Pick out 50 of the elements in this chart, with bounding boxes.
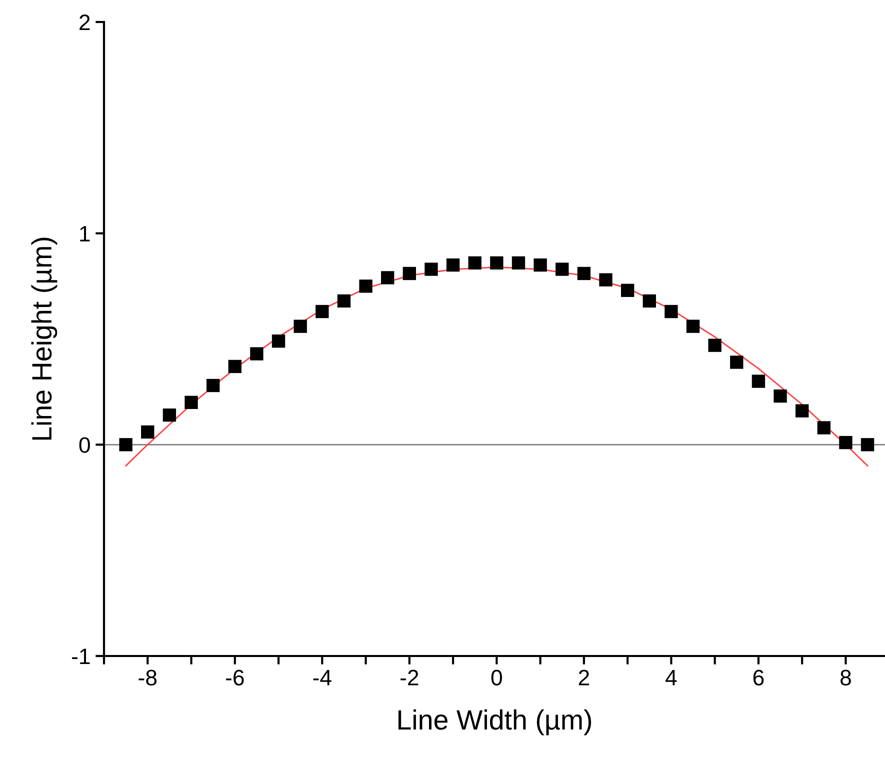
point	[228, 360, 242, 374]
point	[337, 294, 351, 308]
point	[184, 396, 198, 409]
point	[599, 273, 612, 286]
point	[686, 320, 700, 333]
point	[620, 284, 634, 297]
y-axis-title: Line Height (µm)	[31, 238, 58, 440]
point	[359, 280, 372, 293]
point	[250, 347, 264, 360]
point	[119, 438, 132, 452]
point	[860, 438, 874, 452]
point	[534, 258, 547, 272]
point	[664, 304, 678, 318]
point	[839, 436, 852, 450]
point	[796, 404, 809, 418]
x-tick-label: -2	[400, 670, 418, 686]
x-tick-label: 2	[578, 670, 590, 686]
y-tick-label: -1	[72, 648, 90, 664]
point	[708, 338, 722, 352]
point	[446, 258, 460, 272]
x-tick-label: -4	[313, 670, 332, 686]
point	[730, 356, 744, 369]
point	[316, 304, 329, 318]
point	[577, 266, 591, 280]
point	[272, 334, 286, 348]
point	[817, 421, 831, 434]
y-tick-label: 2	[80, 14, 90, 30]
point	[402, 266, 416, 280]
x-tick-label: 8	[840, 670, 851, 686]
point	[381, 271, 394, 284]
y-tick-label: 0	[79, 437, 90, 453]
point	[294, 320, 307, 333]
x-axis-title: Line Width (µm)	[398, 709, 592, 736]
point	[206, 378, 220, 392]
x-tick-label: -8	[138, 670, 157, 686]
x-tick-label: -6	[226, 670, 244, 686]
point	[141, 425, 154, 439]
y-tick-label: 1	[80, 226, 90, 242]
x-tick-label: 6	[753, 670, 764, 686]
point	[468, 256, 482, 270]
x-tick-label: 4	[666, 670, 677, 686]
point	[752, 374, 766, 388]
point	[512, 256, 526, 270]
point	[162, 408, 176, 422]
point	[556, 262, 569, 276]
point	[642, 294, 656, 308]
x-tick-label: 0	[491, 670, 502, 686]
point	[424, 262, 438, 276]
point	[774, 389, 787, 403]
point	[490, 256, 504, 270]
